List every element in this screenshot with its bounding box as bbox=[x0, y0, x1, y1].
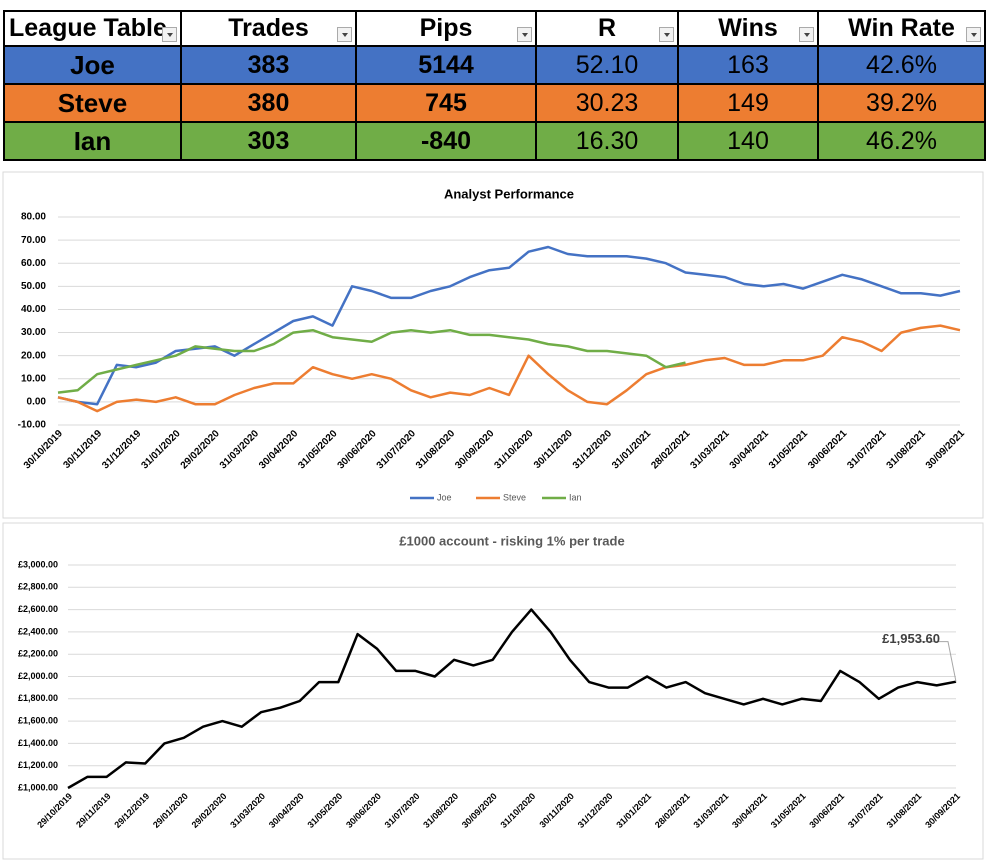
series-line bbox=[57, 324, 961, 413]
filter-button[interactable] bbox=[799, 27, 814, 42]
header-text: Pips bbox=[419, 14, 473, 42]
chart-title: £1000 account - risking 1% per trade bbox=[399, 533, 624, 548]
header-text: R bbox=[597, 14, 617, 42]
filter-button[interactable] bbox=[517, 27, 532, 42]
y-tick-label: -10.00 bbox=[18, 420, 47, 431]
y-tick-label: 70.00 bbox=[21, 235, 46, 246]
legend-label: Joe bbox=[437, 492, 452, 502]
annotation: £1,953.60 bbox=[882, 631, 940, 646]
table-cell: 16.30 bbox=[535, 121, 679, 161]
header-cell: Pips bbox=[355, 10, 537, 47]
table-row: Joe 383 5144 52.10 163 42.6% bbox=[3, 45, 986, 85]
filter-button[interactable] bbox=[966, 27, 981, 42]
table-cell: Steve bbox=[3, 83, 182, 123]
header-text: Trades bbox=[228, 14, 309, 42]
y-tick-label: £1,600.00 bbox=[18, 715, 58, 725]
table-cell: 30.23 bbox=[535, 83, 679, 123]
y-tick-label: 10.00 bbox=[21, 373, 46, 384]
header-cell: Wins bbox=[677, 10, 819, 47]
header-cell: Trades bbox=[180, 10, 357, 47]
series-line bbox=[57, 328, 686, 394]
series-line bbox=[67, 608, 957, 790]
header-cell: League Table bbox=[3, 10, 182, 47]
table-cell: 745 bbox=[355, 83, 537, 123]
header-cell: Win Rate bbox=[817, 10, 986, 47]
y-tick-label: £2,600.00 bbox=[18, 604, 58, 614]
table-cell: 52.10 bbox=[535, 45, 679, 85]
table-row: Steve 380 745 30.23 149 39.2% bbox=[3, 83, 986, 123]
y-tick-label: 80.00 bbox=[21, 212, 46, 223]
y-tick-label: £1,800.00 bbox=[18, 693, 58, 703]
table-cell: 149 bbox=[677, 83, 819, 123]
y-tick-label: 20.00 bbox=[21, 350, 46, 361]
table-cell: 42.6% bbox=[817, 45, 986, 85]
y-tick-label: £1,000.00 bbox=[18, 782, 58, 792]
y-tick-label: 0.00 bbox=[27, 397, 47, 408]
y-tick-label: £2,800.00 bbox=[18, 582, 58, 592]
table-cell: Joe bbox=[3, 45, 182, 85]
table-cell: 39.2% bbox=[817, 83, 986, 123]
chart-title: Analyst Performance bbox=[444, 186, 574, 201]
table-cell: 46.2% bbox=[817, 121, 986, 161]
y-tick-label: £1,200.00 bbox=[18, 760, 58, 770]
chart-frame bbox=[2, 171, 984, 519]
y-tick-label: 50.00 bbox=[21, 281, 46, 292]
table-cell: -840 bbox=[355, 121, 537, 161]
table-cell: 303 bbox=[180, 121, 357, 161]
table-cell: 380 bbox=[180, 83, 357, 123]
header-text: League Table bbox=[9, 14, 167, 42]
y-tick-label: £2,400.00 bbox=[18, 626, 58, 636]
y-tick-label: £2,200.00 bbox=[18, 649, 58, 659]
annotation-leader bbox=[916, 641, 957, 682]
league-table: League Table Trades Pips R Wins Win Rate Joe 38… bbox=[3, 10, 986, 161]
table-cell: 140 bbox=[677, 121, 819, 161]
filter-button[interactable] bbox=[659, 27, 674, 42]
y-tick-label: 60.00 bbox=[21, 258, 46, 269]
table-cell: 163 bbox=[677, 45, 819, 85]
header-cell: R bbox=[535, 10, 679, 47]
header-text: Win Rate bbox=[848, 14, 955, 42]
legend-label: Ian bbox=[569, 492, 582, 502]
filter-button[interactable] bbox=[162, 27, 177, 42]
table-cell: Ian bbox=[3, 121, 182, 161]
legend-label: Steve bbox=[503, 492, 526, 502]
filter-button[interactable] bbox=[337, 27, 352, 42]
header-text: Wins bbox=[718, 14, 778, 42]
header-row: League Table Trades Pips R Wins Win Rate bbox=[3, 10, 986, 47]
chart-frame bbox=[2, 522, 984, 860]
table-cell: 383 bbox=[180, 45, 357, 85]
y-tick-label: £2,000.00 bbox=[18, 671, 58, 681]
table-cell: 5144 bbox=[355, 45, 537, 85]
table-row: Ian 303 -840 16.30 140 46.2% bbox=[3, 121, 986, 161]
y-tick-label: £3,000.00 bbox=[18, 559, 58, 569]
y-tick-label: 30.00 bbox=[21, 327, 46, 338]
y-tick-label: £1,400.00 bbox=[18, 738, 58, 748]
y-tick-label: 40.00 bbox=[21, 304, 46, 315]
